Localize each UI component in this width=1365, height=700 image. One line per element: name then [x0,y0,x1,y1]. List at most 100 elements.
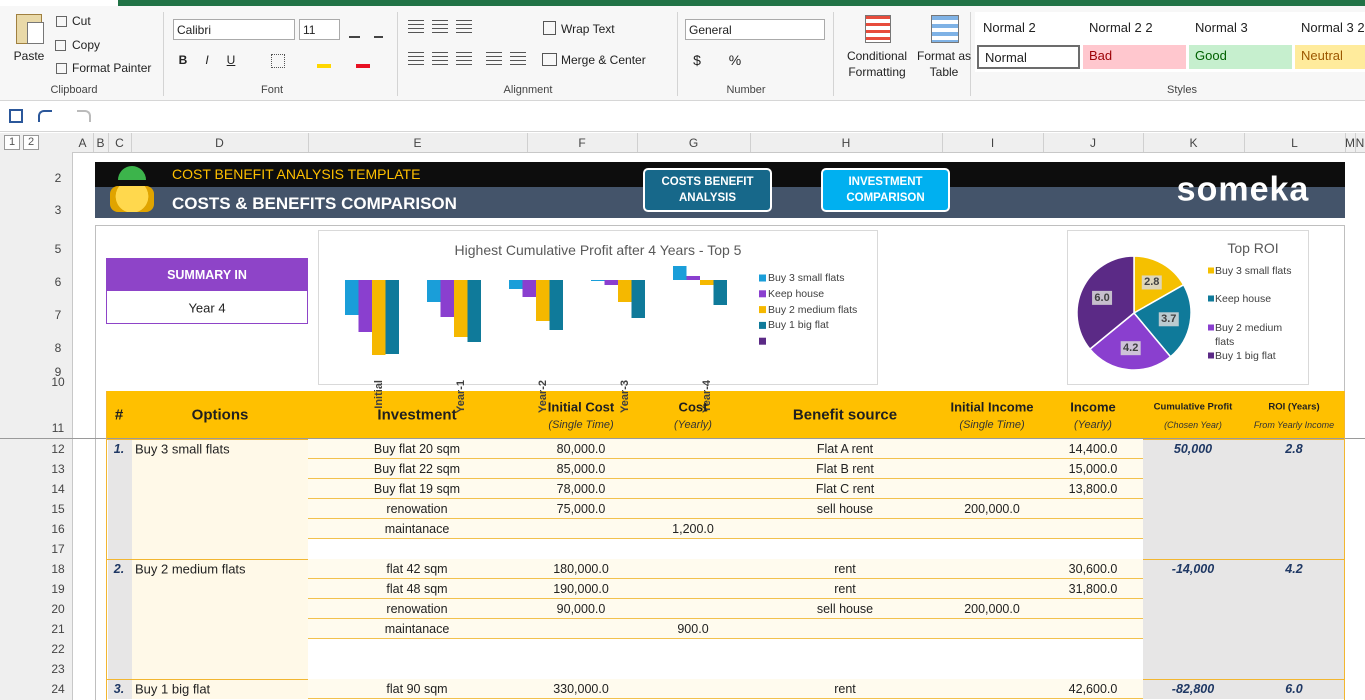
column-header[interactable]: F [578,136,585,150]
column-header[interactable]: M [1345,136,1355,150]
row-header[interactable]: 12 [51,442,64,456]
cell-style[interactable]: Normal [977,45,1080,69]
legend-label[interactable]: Buy 3 small flats [1215,264,1303,278]
grow-font[interactable] [349,22,360,38]
align-button[interactable] [408,52,424,68]
font-style-button[interactable]: B [179,53,188,67]
nav-button[interactable]: COSTS BENEFIT ANALYSIS [643,168,772,212]
legend-label[interactable]: Keep house [768,288,824,300]
font-style-button[interactable]: U [227,53,236,67]
row-header[interactable]: 8 [55,341,62,355]
table-cell: rent [834,562,856,576]
row-header[interactable]: 20 [51,602,64,616]
column-header[interactable]: B [96,136,104,150]
column-header[interactable]: J [1090,136,1096,150]
cell-style[interactable]: Normal 2 [977,17,1080,41]
column-header[interactable]: D [215,136,224,150]
legend-label[interactable]: Buy 2 medium flats [1215,321,1303,349]
align-button[interactable] [486,52,502,68]
border-button[interactable] [271,54,285,68]
shrink-font[interactable] [374,24,383,38]
row-header[interactable]: 19 [51,582,64,596]
legend-label[interactable]: Keep house [1215,292,1303,306]
outline-level-button[interactable]: 1 [4,135,20,150]
row-header[interactable]: 13 [51,462,64,476]
save-button[interactable] [9,109,23,123]
font-color-button[interactable] [356,64,370,68]
group-separator [833,12,834,96]
format-table-icon[interactable] [931,15,959,43]
align-button[interactable] [432,52,448,68]
column-header[interactable]: E [413,136,421,150]
row-header[interactable]: 2 [55,171,62,185]
nav-button[interactable]: INVESTMENT COMPARISON [821,168,950,212]
table-header: Options [192,407,249,424]
wrap-icon[interactable] [543,21,556,35]
merge-center-button[interactable]: Merge & Center [561,53,646,67]
column-header[interactable]: I [991,136,994,150]
summary-value[interactable]: Year 4 [188,301,225,316]
cut-button[interactable]: Cut [72,14,91,28]
outline-level-button[interactable]: 2 [23,135,39,150]
legend-label[interactable]: Buy 2 medium flats [768,304,857,316]
row-header[interactable]: 18 [51,562,64,576]
legend-label[interactable]: Buy 1 big flat [768,319,829,331]
column-header[interactable]: K [1189,136,1197,150]
align-button[interactable] [510,52,526,68]
row-header[interactable]: 15 [51,502,64,516]
fill-color-button[interactable] [317,64,331,68]
copy-button[interactable]: Copy [72,38,100,52]
cell-style[interactable]: Normal 3 2 [1295,17,1365,41]
x-tick-label: Initial [373,380,385,409]
row-header[interactable]: 3 [55,203,62,217]
row-header[interactable]: 24 [51,682,64,696]
cell-style[interactable]: Good [1189,45,1292,69]
table-cell: maintanace [385,622,450,636]
format-painter-button[interactable]: Format Painter [72,61,151,75]
row-header[interactable]: 6 [55,275,62,289]
cell-style[interactable]: Neutral [1295,45,1365,69]
align-button[interactable] [456,52,472,68]
paste-button[interactable]: Paste [14,49,45,63]
column-header[interactable]: L [1291,136,1298,150]
legend-label[interactable]: Buy 1 big flat [1215,349,1303,363]
font-style-button[interactable]: I [205,53,208,67]
paste-sheet[interactable] [27,22,44,44]
column-header[interactable]: C [115,136,124,150]
align-button[interactable] [408,20,424,36]
row-header[interactable]: 11 [52,421,64,435]
row-header[interactable]: 7 [55,308,62,322]
column-header[interactable]: N [1356,136,1365,150]
cell-style[interactable]: Normal 2 2 [1083,17,1186,41]
undo-button[interactable] [38,110,52,122]
merge-icon[interactable] [542,53,557,66]
table-cell: 15,000.0 [1069,462,1118,476]
table-cell: rent [834,582,856,596]
row-header[interactable]: 10 [51,375,64,389]
format-as-table-button[interactable]: Format as Table [912,48,976,80]
row-header[interactable]: 21 [51,622,64,636]
row-header[interactable]: 16 [51,522,64,536]
number-button[interactable]: % [729,52,741,68]
row-header[interactable]: 5 [55,242,62,256]
column-header[interactable]: A [78,136,86,150]
conditional-icon[interactable] [865,15,891,43]
redo-button[interactable] [77,110,91,122]
wrap-text-button[interactable]: Wrap Text [561,22,615,36]
number-button[interactable]: $ [693,52,701,68]
column-header[interactable]: G [689,136,698,150]
cell-style[interactable]: Bad [1083,45,1186,69]
table-subheader: (Single Time) [548,419,613,431]
row-header[interactable]: 14 [51,482,64,496]
conditional-formatting-button[interactable]: Conditional Formatting [837,48,917,80]
group-separator [677,12,678,96]
cell-style[interactable]: Normal 3 [1189,17,1292,41]
legend-label[interactable]: Buy 3 small flats [768,272,844,284]
row-header[interactable]: 17 [51,542,64,556]
align-button[interactable] [456,20,472,36]
row-header[interactable]: 23 [51,662,64,676]
table-cell: renowation [386,502,447,516]
row-header[interactable]: 22 [51,642,64,656]
column-header[interactable]: H [842,136,851,150]
align-button[interactable] [432,20,448,36]
